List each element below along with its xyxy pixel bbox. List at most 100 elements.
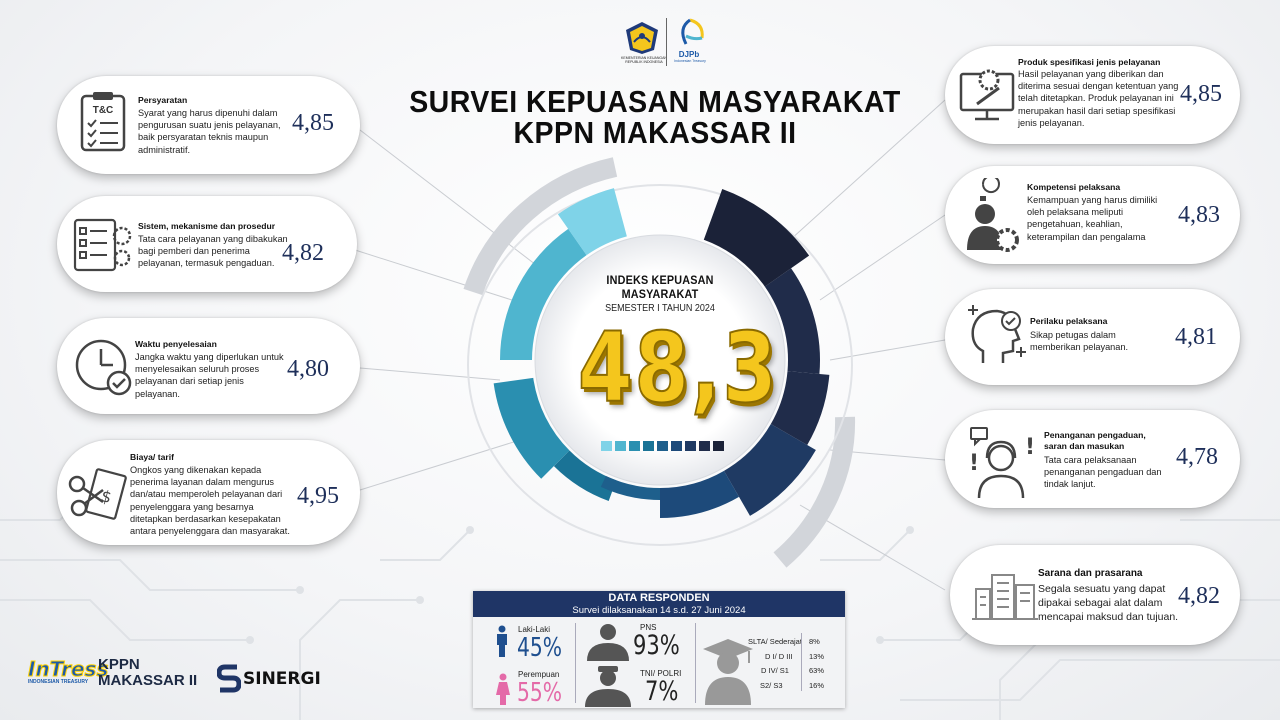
card-description: Hasil pelayanan yang diberikan dan diter…: [1018, 69, 1179, 128]
education-row-2-label: D I/ D III: [765, 652, 793, 661]
respondent-header: DATA RESPONDEN Survei dilaksanakan 14 s.…: [473, 591, 845, 617]
card-sarana: Sarana dan prasarana Segala sesuatu yang…: [950, 545, 1240, 645]
color-swatch: [671, 441, 682, 451]
header-logos: KEMENTERIAN KEUANGAN REPUBLIK INDONESIA …: [620, 18, 710, 68]
head-check-icon: [968, 305, 1026, 363]
ring-segment: [553, 450, 617, 501]
ring-segment: [770, 371, 830, 445]
card-waktu: Waktu penyelesaian Jangka waktu yang dip…: [57, 318, 360, 414]
education-row-1-value: 8%: [809, 637, 820, 646]
ring-segment: [500, 228, 587, 360]
card-description: Kemampuan yang harus dimiliki oleh pelak…: [1027, 195, 1158, 242]
card-score: 4,85: [1180, 81, 1222, 107]
education-row-2-value: 13%: [809, 652, 825, 661]
card-kompetensi: Kompetensi pelaksana Kemampuan yang haru…: [945, 166, 1240, 264]
color-swatch: [629, 441, 640, 451]
color-swatch: [685, 441, 696, 451]
card-persyaratan: T&C Persyaratan Syarat yang harus dipenu…: [57, 76, 360, 174]
gender-male-label: Laki-Laki: [518, 625, 551, 634]
ring-segment: [724, 424, 816, 516]
card-description: Tata cara pelaksanaan penanganan pengadu…: [1044, 455, 1162, 490]
title-line-1: SURVEI KEPUASAN MASYARAKAT: [409, 84, 901, 119]
card-penanganan: ! ! Penanganan pengaduan, saran dan masu…: [945, 410, 1240, 508]
card-description: Syarat yang harus dipenuhi dalam penguru…: [138, 108, 281, 155]
clock-check-icon: [75, 339, 132, 396]
occupation-pns-label: PNS: [640, 623, 657, 632]
svg-text:!: !: [969, 451, 979, 476]
card-score: 4,81: [1175, 324, 1217, 350]
occupation-pns-value: 93%: [633, 630, 680, 661]
index-label: INDEKS KEPUASAN MASYARAKAT SEMESTER I TA…: [560, 273, 760, 314]
kppn-line-2: MAKASSAR II: [98, 672, 198, 689]
ring-segment: [764, 268, 820, 374]
color-swatch: [643, 441, 654, 451]
education-row-4-label: S2/ S3: [760, 681, 783, 690]
person-bulb-gear-icon: [967, 178, 1019, 252]
sinergi-s-icon: [217, 664, 241, 693]
card-score: 4,80: [287, 356, 329, 382]
index-value: 48,3: [577, 312, 779, 424]
card-title: Biaya/ tarif: [130, 452, 174, 462]
card-perilaku: Perilaku pelaksana Sikap petugas dalam m…: [945, 289, 1240, 385]
title-line-2: KPPN MAKASSAR II: [513, 115, 797, 150]
card-title: Sarana dan prasarana: [1038, 568, 1143, 579]
divider: [695, 623, 696, 703]
card-score: 4,78: [1176, 444, 1218, 470]
logo-divider: [666, 18, 667, 66]
card-title: Produk spesifikasi jenis pelayanan: [1018, 57, 1161, 67]
respondent-body: Laki-Laki 45% Perempuan 55% PNS 93% TNI/…: [473, 617, 845, 708]
card-score: 4,83: [1178, 202, 1220, 228]
kppn-logo: KPPN MAKASSAR II: [98, 657, 197, 689]
education-row-4-value: 16%: [809, 681, 825, 690]
djpb-name: DJPb: [678, 50, 700, 59]
male-icon: [497, 625, 507, 657]
color-swatch: [699, 441, 710, 451]
respondent-panel: DATA RESPONDEN Survei dilaksanakan 14 s.…: [473, 591, 845, 708]
card-description: Ongkos yang dikenakan kepada penerima la…: [130, 465, 290, 537]
index-subtitle: SEMESTER I TAHUN 2024: [605, 303, 715, 314]
building-icon: [972, 574, 1038, 620]
card-title: Kompetensi pelaksana: [1027, 182, 1121, 192]
intress-logo: InTress INDONESIAN TREASURY: [28, 657, 109, 695]
color-swatch: [657, 441, 668, 451]
card-title: Perilaku pelaksana: [1030, 316, 1108, 326]
education-row-3-value: 63%: [809, 666, 825, 675]
sinergi-wordmark: SINERGI: [243, 669, 321, 689]
card-title: Sistem, mekanisme dan prosedur: [138, 221, 276, 231]
occupation-tni-value: 7%: [645, 676, 679, 707]
intress-wordmark: InTress: [28, 657, 109, 682]
checklist-gears-icon: [73, 218, 132, 272]
ring-segment: [600, 476, 660, 500]
pns-icon: [587, 624, 629, 661]
ring-segment: [493, 377, 570, 479]
divider: [575, 623, 576, 703]
ring-segments: [493, 188, 830, 518]
card-biaya: $ Biaya/ tarif Ongkos yang dikenakan kep…: [57, 440, 360, 545]
gender-female-value: 55%: [517, 678, 563, 708]
color-swatch: [615, 441, 626, 451]
card-title: Waktu penyelesaian: [135, 339, 217, 349]
respondent-subtitle: Survei dilaksanakan 14 s.d. 27 Juni 2024: [572, 605, 746, 616]
scissors-receipt-icon: $: [68, 468, 127, 520]
ring-segment: [557, 188, 627, 256]
color-swatches: [601, 441, 724, 451]
card-produk: Produk spesifikasi jenis pelayanan Hasil…: [945, 46, 1240, 144]
djpb-logo-icon: [681, 18, 704, 45]
card-description: Sikap petugas dalam memberikan pelayanan…: [1030, 330, 1129, 353]
kemenkeu-caption: KEMENTERIAN KEUANGAN REPUBLIK INDONESIA: [621, 56, 667, 64]
djpb-subtitle: Indonesian Treasury: [674, 59, 706, 63]
card-score: 4,85: [292, 110, 334, 136]
tc-label: T&C: [93, 105, 114, 116]
monitor-gear-icon: [959, 69, 1015, 121]
card-score: 4,82: [1178, 583, 1220, 609]
tni-polri-icon: [585, 666, 631, 707]
graduate-icon: [703, 639, 753, 705]
ring-segment: [660, 470, 739, 518]
clipboard-checklist-icon: T&C: [80, 92, 126, 152]
respondent-title: DATA RESPONDEN: [608, 592, 710, 604]
index-ring-graphic: [463, 157, 856, 568]
female-icon: [496, 673, 510, 705]
card-score: 4,95: [297, 483, 339, 509]
index-title: INDEKS KEPUASAN MASYARAKAT: [606, 273, 714, 301]
card-description: Segala sesuatu yang dapat dipakai sebaga…: [1038, 583, 1179, 623]
